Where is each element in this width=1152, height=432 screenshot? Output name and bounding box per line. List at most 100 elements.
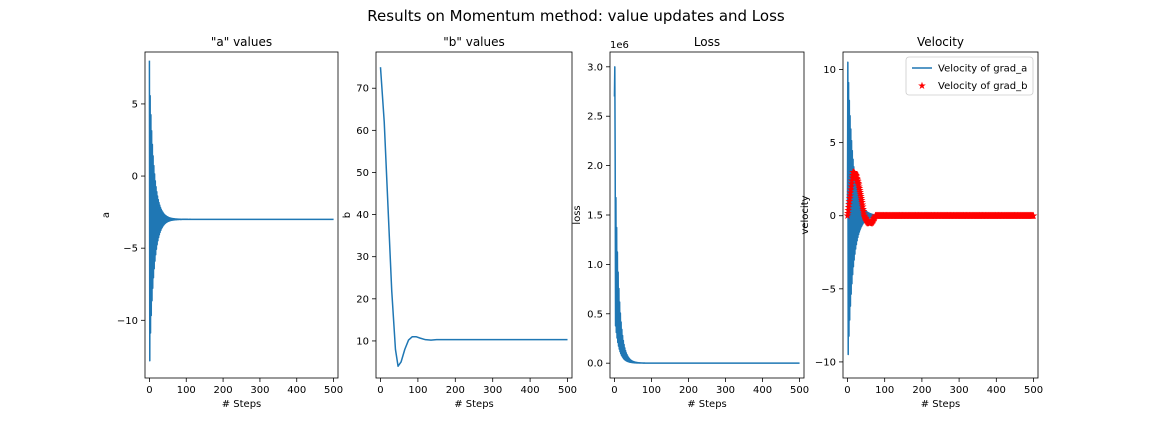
star-marker: ★: [911, 211, 920, 222]
y-tick-label: 30: [356, 252, 369, 263]
star-marker: ★: [954, 211, 963, 222]
star-marker: ★: [971, 211, 980, 222]
star-marker: ★: [921, 211, 930, 222]
plot-area-3: [613, 66, 800, 364]
star-marker: ★: [869, 214, 878, 225]
star-marker: ★: [892, 211, 901, 222]
star-marker: ★: [943, 211, 952, 222]
star-marker: ★: [928, 211, 937, 222]
star-marker: ★: [995, 211, 1004, 222]
star-marker: ★: [866, 218, 875, 229]
legend-star-swatch: ★: [918, 81, 927, 92]
star-marker: ★: [871, 212, 880, 223]
y-tick-label: 0: [132, 172, 138, 183]
star-marker: ★: [969, 211, 978, 222]
star-marker: ★: [932, 211, 941, 222]
star-marker: ★: [922, 211, 931, 222]
star-marker: ★: [1019, 211, 1028, 222]
star-marker: ★: [936, 211, 945, 222]
star-marker: ★: [846, 191, 855, 202]
star-marker: ★: [893, 211, 902, 222]
star-marker: ★: [974, 211, 983, 222]
star-marker: ★: [909, 211, 918, 222]
star-marker: ★: [977, 211, 986, 222]
subplot-3: 0 100 200 300 400 500 0.0 0.5 1.0 1.5 2.0 2.5 3.0 Los…: [572, 35, 809, 410]
y-tick-label: 5: [132, 99, 138, 110]
star-marker: ★: [868, 216, 877, 227]
star-marker: ★: [856, 189, 865, 200]
star-marker: ★: [903, 211, 912, 222]
star-marker: ★: [996, 211, 1005, 222]
star-marker: ★: [932, 211, 941, 222]
y-tick-label: 5: [830, 138, 836, 149]
star-marker: ★: [866, 218, 875, 229]
star-marker: ★: [858, 202, 867, 213]
star-marker: ★: [893, 211, 902, 222]
star-marker: ★: [1014, 211, 1023, 222]
star-marker: ★: [990, 211, 999, 222]
star-marker: ★: [1009, 211, 1018, 222]
star-marker: ★: [1021, 211, 1030, 222]
x-tick-label: 500: [558, 385, 577, 396]
star-marker: ★: [983, 211, 992, 222]
star-marker: ★: [917, 211, 926, 222]
star-marker: ★: [943, 211, 952, 222]
star-marker: ★: [927, 211, 936, 222]
star-marker: ★: [901, 211, 910, 222]
plot-area-2: [379, 67, 568, 367]
star-marker: ★: [903, 211, 912, 222]
star-marker: ★: [976, 211, 985, 222]
star-marker: ★: [863, 217, 872, 228]
star-marker: ★: [965, 211, 974, 222]
star-marker: ★: [895, 211, 904, 222]
x-tick-label: 200: [214, 385, 233, 396]
star-marker: ★: [879, 211, 888, 222]
star-marker: ★: [983, 211, 992, 222]
star-marker: ★: [954, 211, 963, 222]
star-marker: ★: [865, 218, 874, 229]
star-marker: ★: [998, 211, 1007, 222]
star-marker: ★: [931, 211, 940, 222]
star-marker: ★: [1011, 211, 1020, 222]
star-marker: ★: [1010, 211, 1019, 222]
star-marker: ★: [1029, 211, 1038, 222]
star-marker: ★: [909, 211, 918, 222]
star-marker: ★: [880, 211, 889, 222]
x-tick-label: 100: [875, 385, 894, 396]
star-marker: ★: [925, 211, 934, 222]
star-marker: ★: [898, 211, 907, 222]
star-marker: ★: [1003, 211, 1012, 222]
star-marker: ★: [994, 211, 1003, 222]
star-marker: ★: [959, 211, 968, 222]
y-tick-label: 70: [356, 84, 369, 95]
star-marker: ★: [913, 211, 922, 222]
subplot-4: ★★★★★★★★★★★★★★★★★★★★★★★★★★★★★★★★★★★★★★★★…: [800, 35, 1043, 410]
star-marker: ★: [958, 211, 967, 222]
star-marker: ★: [1003, 211, 1012, 222]
star-marker: ★: [1001, 211, 1010, 222]
star-marker: ★: [963, 211, 972, 222]
star-marker: ★: [903, 211, 912, 222]
star-marker: ★: [877, 211, 886, 222]
star-marker: ★: [955, 211, 964, 222]
y-tick-label: 60: [356, 126, 369, 137]
star-marker: ★: [959, 211, 968, 222]
star-marker: ★: [872, 211, 881, 222]
star-marker: ★: [850, 168, 859, 179]
star-marker: ★: [906, 211, 915, 222]
y-tick-label: 1.5: [587, 211, 603, 222]
star-marker: ★: [926, 211, 935, 222]
star-marker: ★: [845, 197, 854, 208]
star-marker: ★: [951, 211, 960, 222]
star-marker: ★: [983, 211, 992, 222]
star-marker: ★: [845, 200, 854, 211]
x-tick-label: 400: [987, 385, 1006, 396]
star-marker: ★: [1028, 211, 1037, 222]
star-marker: ★: [879, 211, 888, 222]
star-marker: ★: [945, 211, 954, 222]
star-marker: ★: [989, 211, 998, 222]
star-marker: ★: [976, 211, 985, 222]
star-marker: ★: [920, 211, 929, 222]
star-marker: ★: [900, 211, 909, 222]
star-marker: ★: [1013, 211, 1022, 222]
